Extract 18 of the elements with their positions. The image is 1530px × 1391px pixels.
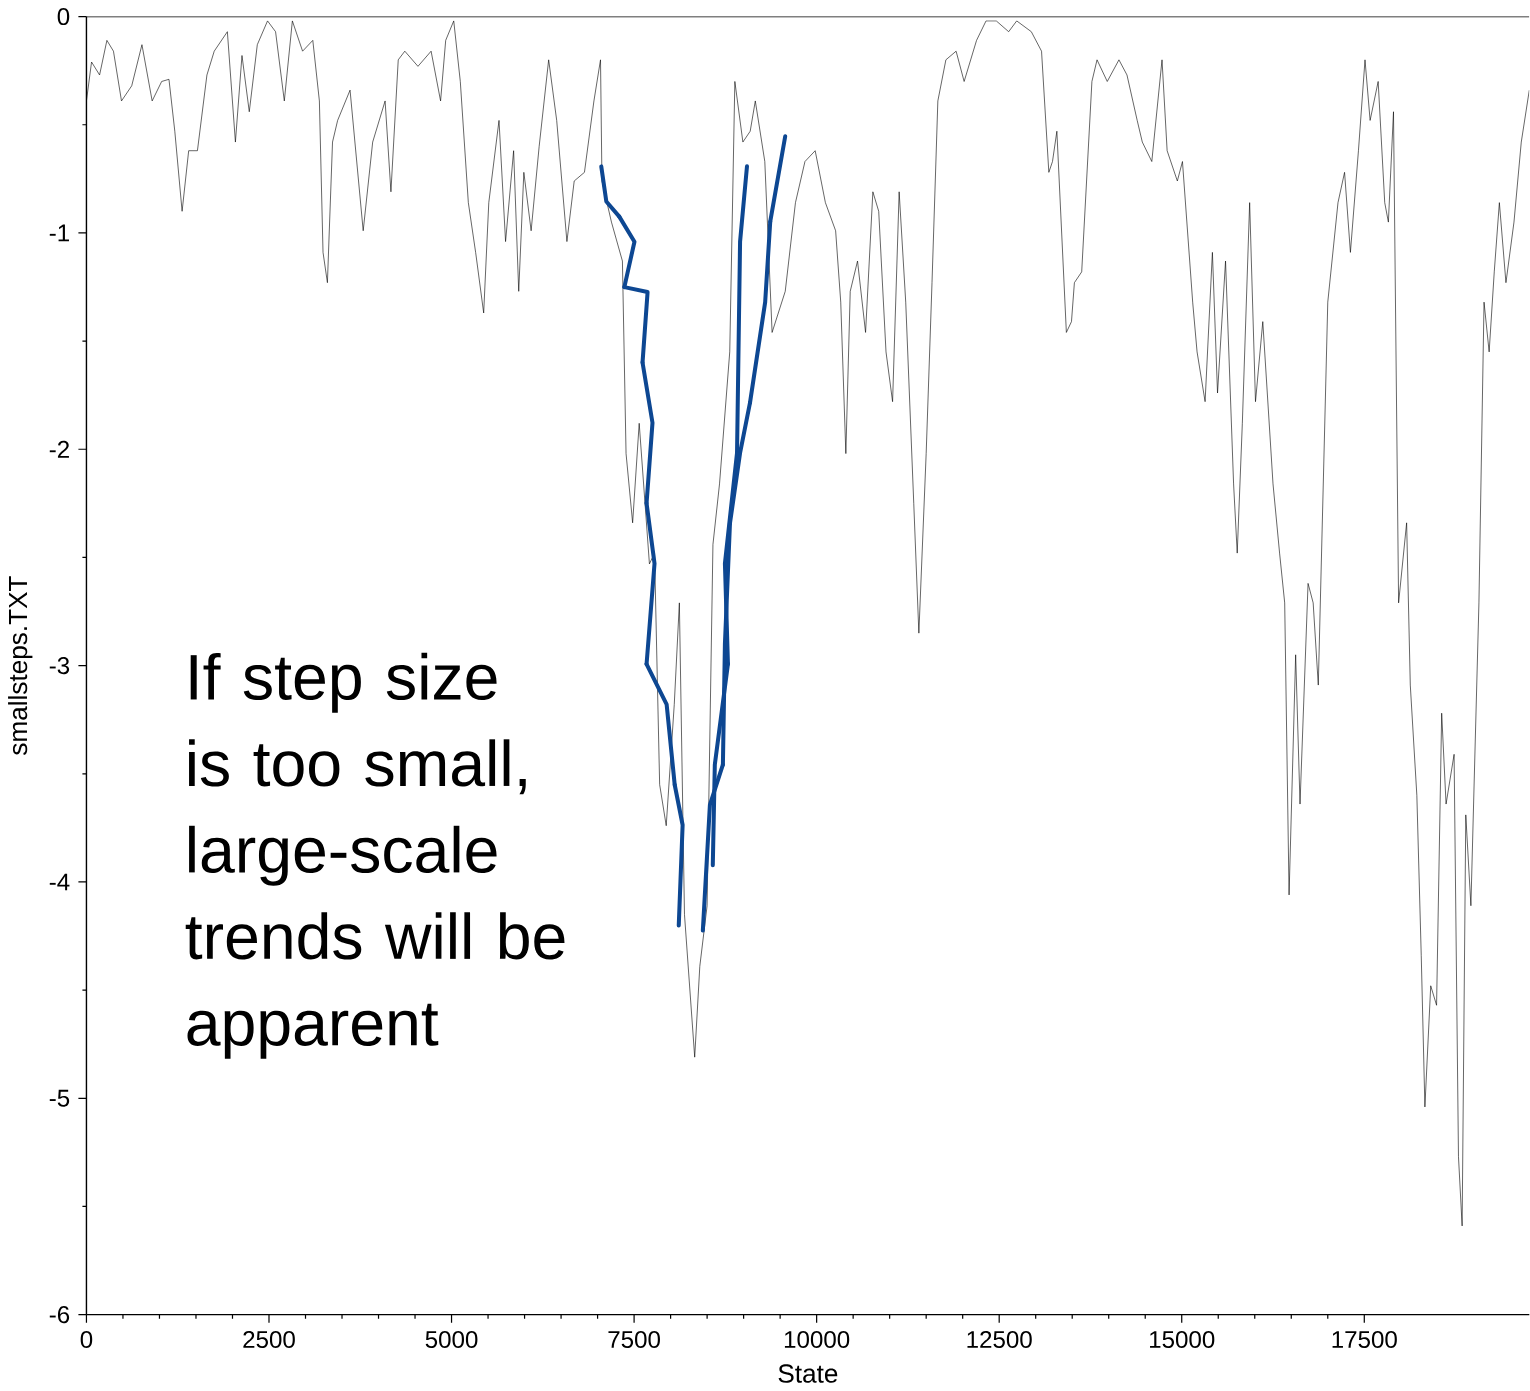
x-tick-label: 10000 — [784, 1331, 850, 1349]
x-tick-label: 5000 — [425, 1331, 478, 1349]
annotation: If step size is too small, large-scale trends will be apparent — [185, 652, 565, 1059]
x-tick-label: 17500 — [1332, 1331, 1397, 1349]
y-tick-label: -3 — [49, 657, 70, 675]
y-tick-label: -5 — [49, 1089, 70, 1107]
x-tick-label: 2500 — [243, 1331, 295, 1349]
y-tick-label: -4 — [49, 873, 70, 891]
x-tick-label: 7500 — [608, 1331, 660, 1349]
y-tick-label: -1 — [49, 224, 69, 242]
x-tick-label: 15000 — [1150, 1331, 1215, 1349]
x-tick-label: 12500 — [967, 1331, 1032, 1349]
x-tick-label: 0 — [80, 1331, 93, 1349]
y-tick-label: 0 — [57, 8, 70, 26]
y-tick-label: -2 — [49, 440, 69, 458]
y-axis-title: smallsteps.TXT — [8, 576, 33, 756]
y-tick-label: -6 — [49, 1306, 70, 1324]
x-axis-title: State — [778, 1364, 838, 1383]
